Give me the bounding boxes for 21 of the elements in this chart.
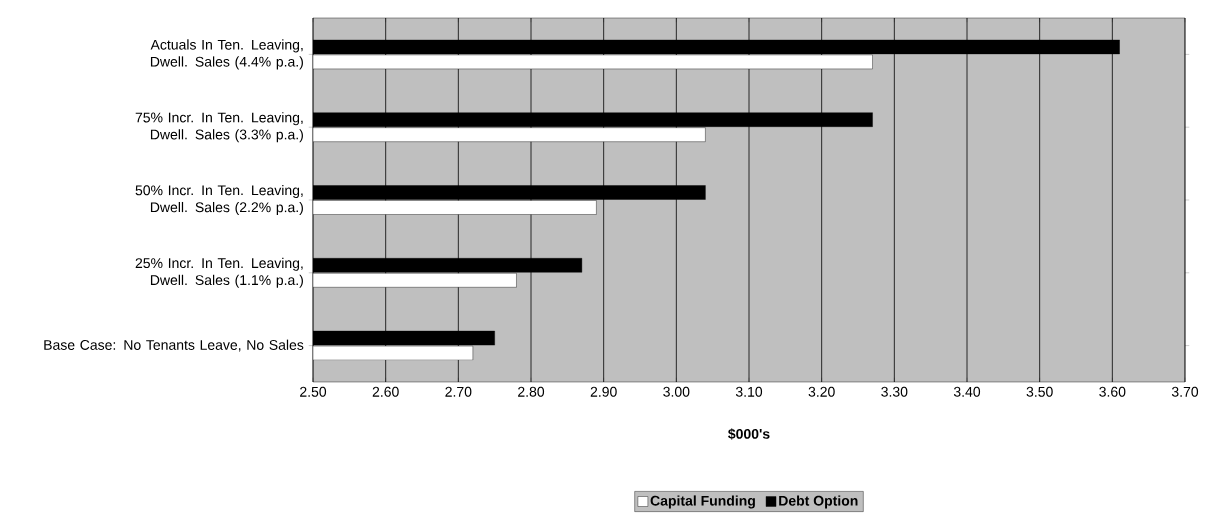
x-tick-label: 2.60 bbox=[372, 386, 399, 397]
legend-label: Debt Option bbox=[779, 495, 858, 509]
y-tick-label: 50% Incr. In Ten. Leaving, Dwell. Sales (2.2% p.a.) bbox=[135, 184, 303, 216]
x-tick-label: 3.50 bbox=[1026, 386, 1053, 397]
legend-label: Capital Funding bbox=[650, 495, 755, 509]
y-tick-label: 75% Incr. In Ten. Leaving, Dwell. Sales (3.3% p.a.) bbox=[135, 112, 303, 143]
y-tick-label: Base Case: No Tenants Leave, No Sales bbox=[44, 339, 304, 352]
x-tick-label: 3.20 bbox=[808, 386, 835, 397]
x-tick-label: 3.60 bbox=[1099, 386, 1126, 397]
x-tick-label: 2.70 bbox=[445, 386, 472, 397]
y-tick-label: 25% Incr. In Ten. Leaving, Dwell. Sales (1.1% p.a.) bbox=[135, 257, 303, 288]
x-axis-title: $000's bbox=[728, 428, 770, 440]
x-tick-label: 2.80 bbox=[518, 386, 545, 397]
x-tick-label: 3.40 bbox=[953, 386, 981, 397]
x-tick-label: 3.10 bbox=[735, 386, 763, 397]
x-tick-label: 3.30 bbox=[881, 386, 908, 397]
x-tick-label: 3.70 bbox=[1171, 386, 1199, 397]
x-tick-label: 2.50 bbox=[300, 386, 327, 397]
x-tick-label: 3.00 bbox=[663, 386, 690, 397]
y-tick-label: Actuals In Ten. Leaving, Dwell. Sales (4.4% p.a.) bbox=[150, 39, 303, 70]
x-tick-label: 2.90 bbox=[590, 386, 617, 397]
